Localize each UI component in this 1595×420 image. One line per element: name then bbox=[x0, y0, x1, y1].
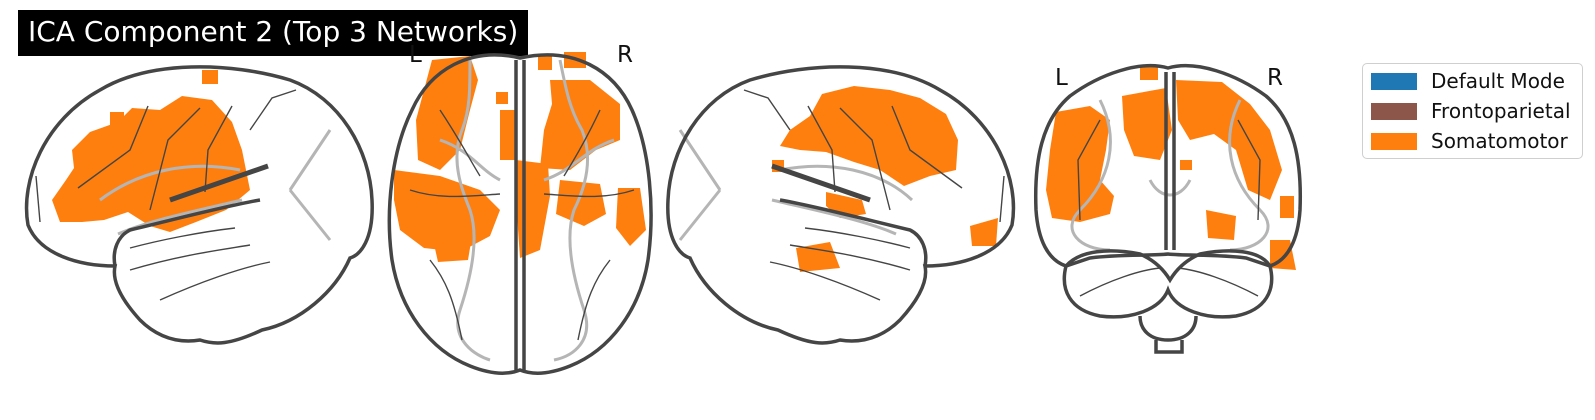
right-sagittal-outline bbox=[666, 65, 1016, 345]
legend-swatch bbox=[1371, 102, 1417, 120]
internal-structures bbox=[678, 129, 914, 241]
left-sagittal-outline bbox=[24, 65, 374, 345]
activation-overlay bbox=[394, 52, 646, 262]
activation-overlay bbox=[1046, 66, 1296, 270]
legend-item-somatomotor: Somatomotor bbox=[1371, 129, 1568, 153]
legend: Default Mode Frontoparietal Somatomotor bbox=[1362, 63, 1583, 159]
sulci-lines bbox=[35, 89, 297, 301]
internal-structures bbox=[439, 59, 615, 362]
sulci-lines bbox=[1077, 119, 1261, 297]
legend-item-frontoparietal: Frontoparietal bbox=[1371, 99, 1571, 123]
coronal-left-label: L bbox=[1055, 65, 1068, 91]
legend-item-default-mode: Default Mode bbox=[1371, 69, 1565, 93]
legend-label: Frontoparietal bbox=[1431, 99, 1571, 123]
legend-label: Default Mode bbox=[1431, 69, 1565, 93]
figure-title: ICA Component 2 (Top 3 Networks) bbox=[18, 10, 529, 56]
axial-outline bbox=[387, 53, 653, 375]
right-sagittal-view bbox=[666, 65, 1016, 345]
coronal-view bbox=[1033, 63, 1303, 354]
left-sagittal-view bbox=[24, 65, 374, 345]
axial-left-label: L bbox=[409, 42, 422, 68]
coronal-outline bbox=[1033, 63, 1303, 354]
axial-right-label: R bbox=[617, 42, 633, 68]
activation-overlay bbox=[772, 86, 998, 272]
sulci-lines bbox=[409, 109, 635, 341]
legend-swatch bbox=[1371, 132, 1417, 150]
axial-view bbox=[387, 52, 653, 375]
internal-structures bbox=[99, 129, 332, 241]
legend-swatch bbox=[1371, 72, 1417, 90]
sulci-lines bbox=[743, 89, 1005, 301]
coronal-right-label: R bbox=[1267, 65, 1283, 91]
legend-label: Somatomotor bbox=[1431, 129, 1568, 153]
